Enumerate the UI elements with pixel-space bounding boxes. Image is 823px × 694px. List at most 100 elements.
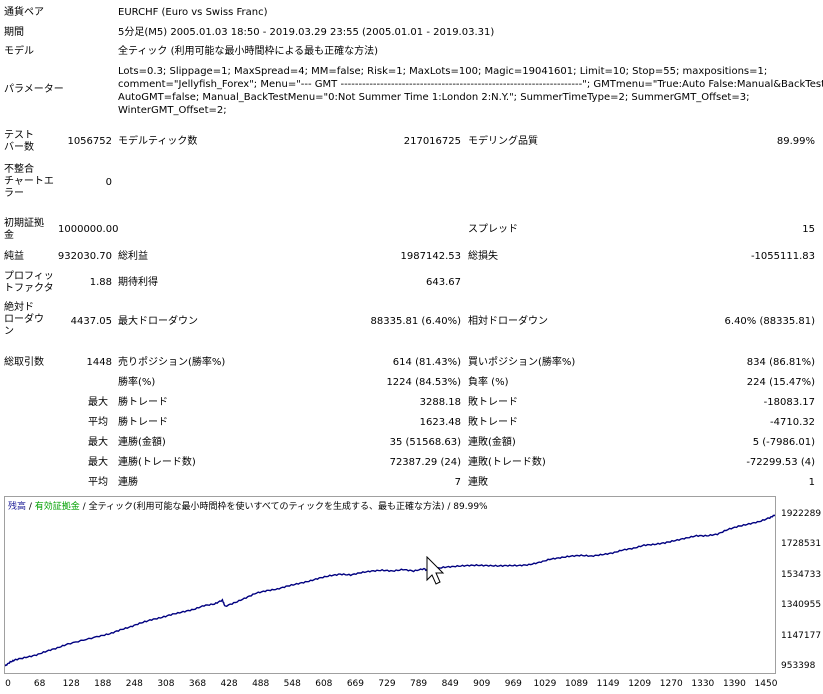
reldd-value: 6.40% (88335.81)	[724, 316, 815, 327]
mouse-cursor-icon	[426, 556, 445, 585]
avg-loss-label: 敗トレード	[468, 417, 518, 428]
x-tick-label: 729	[378, 679, 396, 689]
grossloss-label: 総損失	[468, 251, 498, 262]
legend-quality: 89.99%	[453, 502, 488, 512]
x-tick-label: 1450	[754, 679, 778, 689]
maxdd-value: 88335.81 (6.40%)	[370, 316, 461, 327]
largest-loss-value: -18083.17	[763, 397, 815, 408]
grossprofit-value: 1987142.53	[400, 251, 461, 262]
period-label: 期間	[4, 27, 24, 38]
absdd-label: 絶対ド ローダウ ン	[4, 302, 44, 337]
params-label: パラメーター	[4, 84, 64, 95]
trades-value: 1448	[86, 357, 112, 368]
params-line-1: Lots=0.3; Slippage=1; MaxSpread=4; MM=fa…	[118, 66, 768, 77]
max-label-2: 最大	[88, 437, 108, 448]
trades-label: 総取引数	[4, 357, 44, 368]
avg-win-value: 1623.48	[419, 417, 461, 428]
y-tick-label: 1728531	[781, 539, 822, 550]
avg-win-label: 勝トレード	[118, 417, 168, 428]
losspct-label: 負率 (%)	[468, 377, 509, 388]
bars-label: テスト バー数	[4, 130, 34, 153]
grossprofit-label: 総利益	[118, 251, 148, 262]
x-tick-label: 1390	[722, 679, 746, 689]
mismatch-label: 不整合 チャートエ ラー	[4, 164, 54, 199]
mismatch-value: 0	[105, 177, 112, 188]
short-label: 売りポジション(勝率%)	[118, 357, 226, 368]
x-tick-label: 1209	[628, 679, 652, 689]
period-value: 5分足(M5) 2005.01.03 18:50 - 2019.03.29 23…	[118, 27, 495, 38]
winpct-label: 勝率(%)	[118, 377, 156, 388]
expected-value: 643.67	[426, 277, 461, 288]
netprofit-label: 純益	[4, 251, 24, 262]
y-tick-label: 1922289	[781, 509, 822, 519]
x-tick-label: 909	[473, 679, 491, 689]
short-value: 614 (81.43%)	[392, 357, 461, 368]
x-tick-label: 789	[409, 679, 428, 689]
legend-sep-3: /	[444, 502, 454, 512]
pf-value: 1.88	[89, 277, 112, 288]
bars-value: 1056752	[67, 136, 112, 147]
x-tick-label: 1270	[659, 679, 683, 689]
model-value: 全ティック (利用可能な最小時間枠による最も正確な方法)	[118, 46, 379, 57]
quality-label: モデリング品質	[468, 136, 538, 147]
legend-balance: 残高	[8, 502, 27, 512]
x-tick-label: 248	[125, 679, 143, 689]
params-line-4: WinterGMT_Offset=2;	[118, 105, 227, 116]
x-tick-label: 669	[346, 679, 364, 689]
avg-loss-value: -4710.32	[770, 417, 815, 428]
expected-label: 期待利得	[118, 277, 158, 288]
params-line-2: comment="Jellyfish_Forex"; Menu="--- GMT…	[118, 79, 823, 90]
symbol-label: 通貨ペア	[4, 7, 44, 18]
x-tick-label: 368	[188, 679, 207, 689]
x-tick-label: 68	[33, 679, 46, 689]
avg-label-2: 平均	[88, 477, 108, 488]
max-consec-profit-label: 連勝(トレード数)	[118, 457, 196, 468]
x-tick-label: 1330	[691, 679, 715, 689]
deposit-label: 初期証拠 金	[4, 218, 44, 241]
y-tick-label: 1340955	[781, 600, 822, 611]
winpct-value: 1224 (84.53%)	[386, 377, 461, 388]
max-consec-wins-value: 35 (51568.63)	[389, 437, 461, 448]
absdd-value: 4437.05	[70, 316, 112, 327]
max-consec-wins-label: 連勝(金額)	[118, 437, 166, 448]
quality-value: 89.99%	[776, 136, 815, 147]
y-tick-label: 953398	[781, 661, 816, 671]
x-tick-label: 428	[220, 679, 238, 689]
x-tick-label: 1149	[596, 679, 620, 689]
x-tick-label: 128	[62, 679, 80, 689]
x-tick-label: 0	[5, 679, 11, 689]
x-tick-label: 608	[315, 679, 333, 689]
max-label-1: 最大	[88, 397, 108, 408]
max-label-3: 最大	[88, 457, 108, 468]
losspct-value: 224 (15.47%)	[746, 377, 815, 388]
balance-chart: 残高 / 有効証拠金 / 全ティック(利用可能な最小時間枠を使いすべてのティック…	[4, 496, 776, 674]
pf-label: プロフィッ トファクタ	[4, 271, 54, 294]
avg-label-1: 平均	[88, 417, 108, 428]
reldd-label: 相対ドローダウン	[468, 316, 548, 327]
legend-sep-2: /	[79, 502, 89, 512]
avg-consec-wins-label: 連勝	[118, 477, 138, 488]
model-label: モデル	[4, 46, 34, 57]
max-consec-losses-label: 連敗(金額)	[468, 437, 516, 448]
x-tick-label: 1029	[533, 679, 557, 689]
maxdd-label: 最大ドローダウン	[118, 316, 198, 327]
largest-loss-label: 敗トレード	[468, 397, 518, 408]
spread-value: 15	[802, 224, 815, 235]
netprofit-value: 932030.70	[57, 251, 112, 262]
max-consec-profit-value: 72387.29 (24)	[389, 457, 461, 468]
x-tick-label: 1089	[565, 679, 588, 689]
x-tick-label: 849	[441, 679, 459, 689]
x-tick-label: 488	[252, 679, 270, 689]
avg-consec-losses-value: 1	[808, 477, 815, 488]
max-consec-loss-value: -72299.53 (4)	[746, 457, 815, 468]
max-consec-losses-value: 5 (-7986.01)	[752, 437, 815, 448]
x-tick-label: 308	[157, 679, 175, 689]
deposit-value: 1000000.00	[58, 224, 119, 235]
chart-legend: 残高 / 有効証拠金 / 全ティック(利用可能な最小時間枠を使いすべてのティック…	[8, 499, 488, 512]
legend-model: 全ティック(利用可能な最小時間枠を使いすべてのティックを生成する、最も正確な方法…	[88, 502, 445, 512]
max-consec-loss-label: 連敗(トレード数)	[468, 457, 546, 468]
ticks-label: モデルティック数	[118, 136, 198, 147]
chart-plot	[5, 514, 775, 667]
symbol-value: EURCHF (Euro vs Swiss Franc)	[118, 7, 268, 18]
avg-consec-wins-value: 7	[454, 477, 461, 488]
